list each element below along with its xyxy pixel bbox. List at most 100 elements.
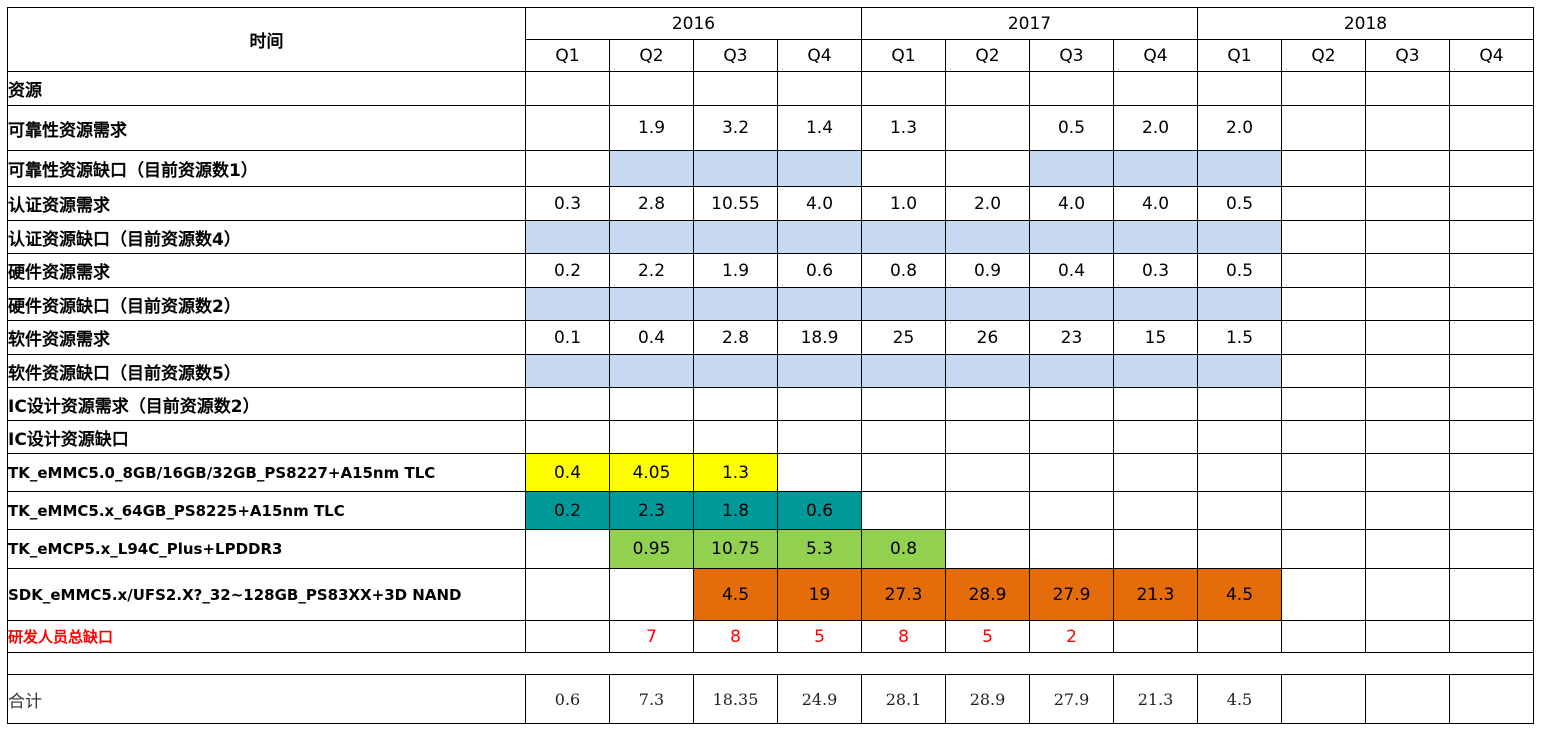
tk-emmc50-row: TK_eMMC5.0_8GB/16GB/32GB_PS8227+A15nm TL… [7, 453, 1534, 492]
table-cell: 8 [861, 620, 946, 653]
table-cell: 0.1 [525, 320, 610, 355]
table-cell: 4.0 [1029, 186, 1114, 221]
quarter-header: Q3 [1365, 39, 1450, 72]
table-cell: 1.3 [861, 105, 946, 151]
row-label: 认证资源缺口（目前资源数4） [7, 220, 526, 254]
table-cell [1029, 354, 1114, 388]
table-cell [1449, 71, 1534, 106]
table-cell [1113, 620, 1198, 653]
table-cell: 24.9 [777, 674, 862, 724]
row-label: 资源 [7, 71, 526, 106]
table-cell [525, 287, 610, 321]
resource-table: 时间 2016 2017 2018 Q1 Q2 Q3 Q4 Q1 Q2 Q3 Q… [7, 7, 1534, 724]
spacer-row [7, 652, 1534, 675]
ic-design-gap-row: IC设计资源缺口 [7, 420, 1534, 454]
table-cell: 0.4 [525, 453, 610, 492]
table-cell [525, 529, 610, 569]
table-cell [1365, 674, 1450, 724]
table-cell: 0.2 [525, 253, 610, 288]
table-cell: 5.3 [777, 529, 862, 569]
table-cell [1449, 491, 1534, 530]
table-cell [777, 420, 862, 454]
table-cell [1449, 150, 1534, 187]
sdk-emmc5x-row: SDK_eMMC5.x/UFS2.X?_32~128GB_PS83XX+3D N… [7, 568, 1534, 621]
table-cell: 5 [945, 620, 1030, 653]
table-cell [693, 71, 778, 106]
table-cell [861, 387, 946, 421]
table-cell [1113, 71, 1198, 106]
table-cell [1281, 105, 1366, 151]
table-cell: 0.5 [1197, 253, 1282, 288]
row-label: TK_eMCP5.x_L94C_Plus+LPDDR3 [7, 529, 526, 569]
table-cell: 2.0 [1197, 105, 1282, 151]
table-cell [1197, 150, 1282, 187]
table-cell [1365, 105, 1450, 151]
table-cell [945, 420, 1030, 454]
table-cell: 0.4 [1029, 253, 1114, 288]
quarter-header: Q1 [861, 39, 946, 72]
table-cell: 1.9 [693, 253, 778, 288]
table-cell [1197, 220, 1282, 254]
table-cell: 1.0 [861, 186, 946, 221]
table-cell: 1.3 [693, 453, 778, 492]
table-cell: 10.75 [693, 529, 778, 569]
table-cell [1113, 529, 1198, 569]
table-cell [1197, 71, 1282, 106]
table-cell: 8 [693, 620, 778, 653]
table-cell [1281, 620, 1366, 653]
table-cell [1449, 620, 1534, 653]
year-2016-header: 2016 [525, 7, 862, 40]
table-cell: 4.0 [1113, 186, 1198, 221]
tk-emcp5x-row: TK_eMCP5.x_L94C_Plus+LPDDR3 0.95 10.75 5.3 0… [7, 529, 1534, 569]
table-cell: 1.5 [1197, 320, 1282, 355]
table-cell [1281, 674, 1366, 724]
year-header-row: 时间 2016 2017 2018 [7, 7, 1534, 72]
quarter-header: Q2 [1281, 39, 1366, 72]
table-cell [1197, 420, 1282, 454]
table-cell [777, 354, 862, 388]
quarter-header: Q1 [1197, 39, 1282, 72]
table-cell [1029, 71, 1114, 106]
row-label: 可靠性资源缺口（目前资源数1） [7, 150, 526, 187]
ic-design-demand-row: IC设计资源需求（目前资源数2） [7, 387, 1534, 421]
table-cell: 27.3 [861, 568, 946, 621]
table-cell [1365, 253, 1450, 288]
table-cell [1449, 287, 1534, 321]
table-cell [1197, 620, 1282, 653]
table-cell: 25 [861, 320, 946, 355]
table-cell: 4.0 [777, 186, 862, 221]
table-cell [1365, 529, 1450, 569]
table-cell: 7.3 [609, 674, 694, 724]
table-cell [1029, 453, 1114, 492]
table-cell [1029, 420, 1114, 454]
table-cell: 0.4 [609, 320, 694, 355]
table-cell: 3.2 [693, 105, 778, 151]
row-label: 硬件资源需求 [7, 253, 526, 288]
table-cell: 21.3 [1113, 674, 1198, 724]
table-cell: 4.5 [1197, 568, 1282, 621]
table-cell: 0.3 [525, 186, 610, 221]
table-cell [525, 71, 610, 106]
table-cell: 1.8 [693, 491, 778, 530]
tk-emmc5x-row: TK_eMMC5.x_64GB_PS8225+A15nm TLC 0.2 2.3 1.… [7, 491, 1534, 530]
table-cell [1281, 150, 1366, 187]
table-cell [1365, 150, 1450, 187]
table-cell [1281, 354, 1366, 388]
table-cell [1197, 529, 1282, 569]
table-cell: 0.8 [861, 253, 946, 288]
table-cell [945, 287, 1030, 321]
table-cell [945, 491, 1030, 530]
table-cell: 0.3 [1113, 253, 1198, 288]
quarter-header: Q3 [1029, 39, 1114, 72]
row-label: 合计 [7, 674, 526, 724]
table-cell: 0.9 [945, 253, 1030, 288]
table-cell: 0.8 [861, 529, 946, 569]
table-cell [1449, 186, 1534, 221]
reliability-gap-row: 可靠性资源缺口（目前资源数1） [7, 150, 1534, 187]
table-cell [609, 220, 694, 254]
table-cell: 2.8 [609, 186, 694, 221]
table-cell [945, 529, 1030, 569]
row-label: IC设计资源缺口 [7, 420, 526, 454]
total-row: 合计 0.6 7.3 18.35 24.9 28.1 28.9 27.9 21.3 4.5 [7, 674, 1534, 724]
table-cell [693, 420, 778, 454]
